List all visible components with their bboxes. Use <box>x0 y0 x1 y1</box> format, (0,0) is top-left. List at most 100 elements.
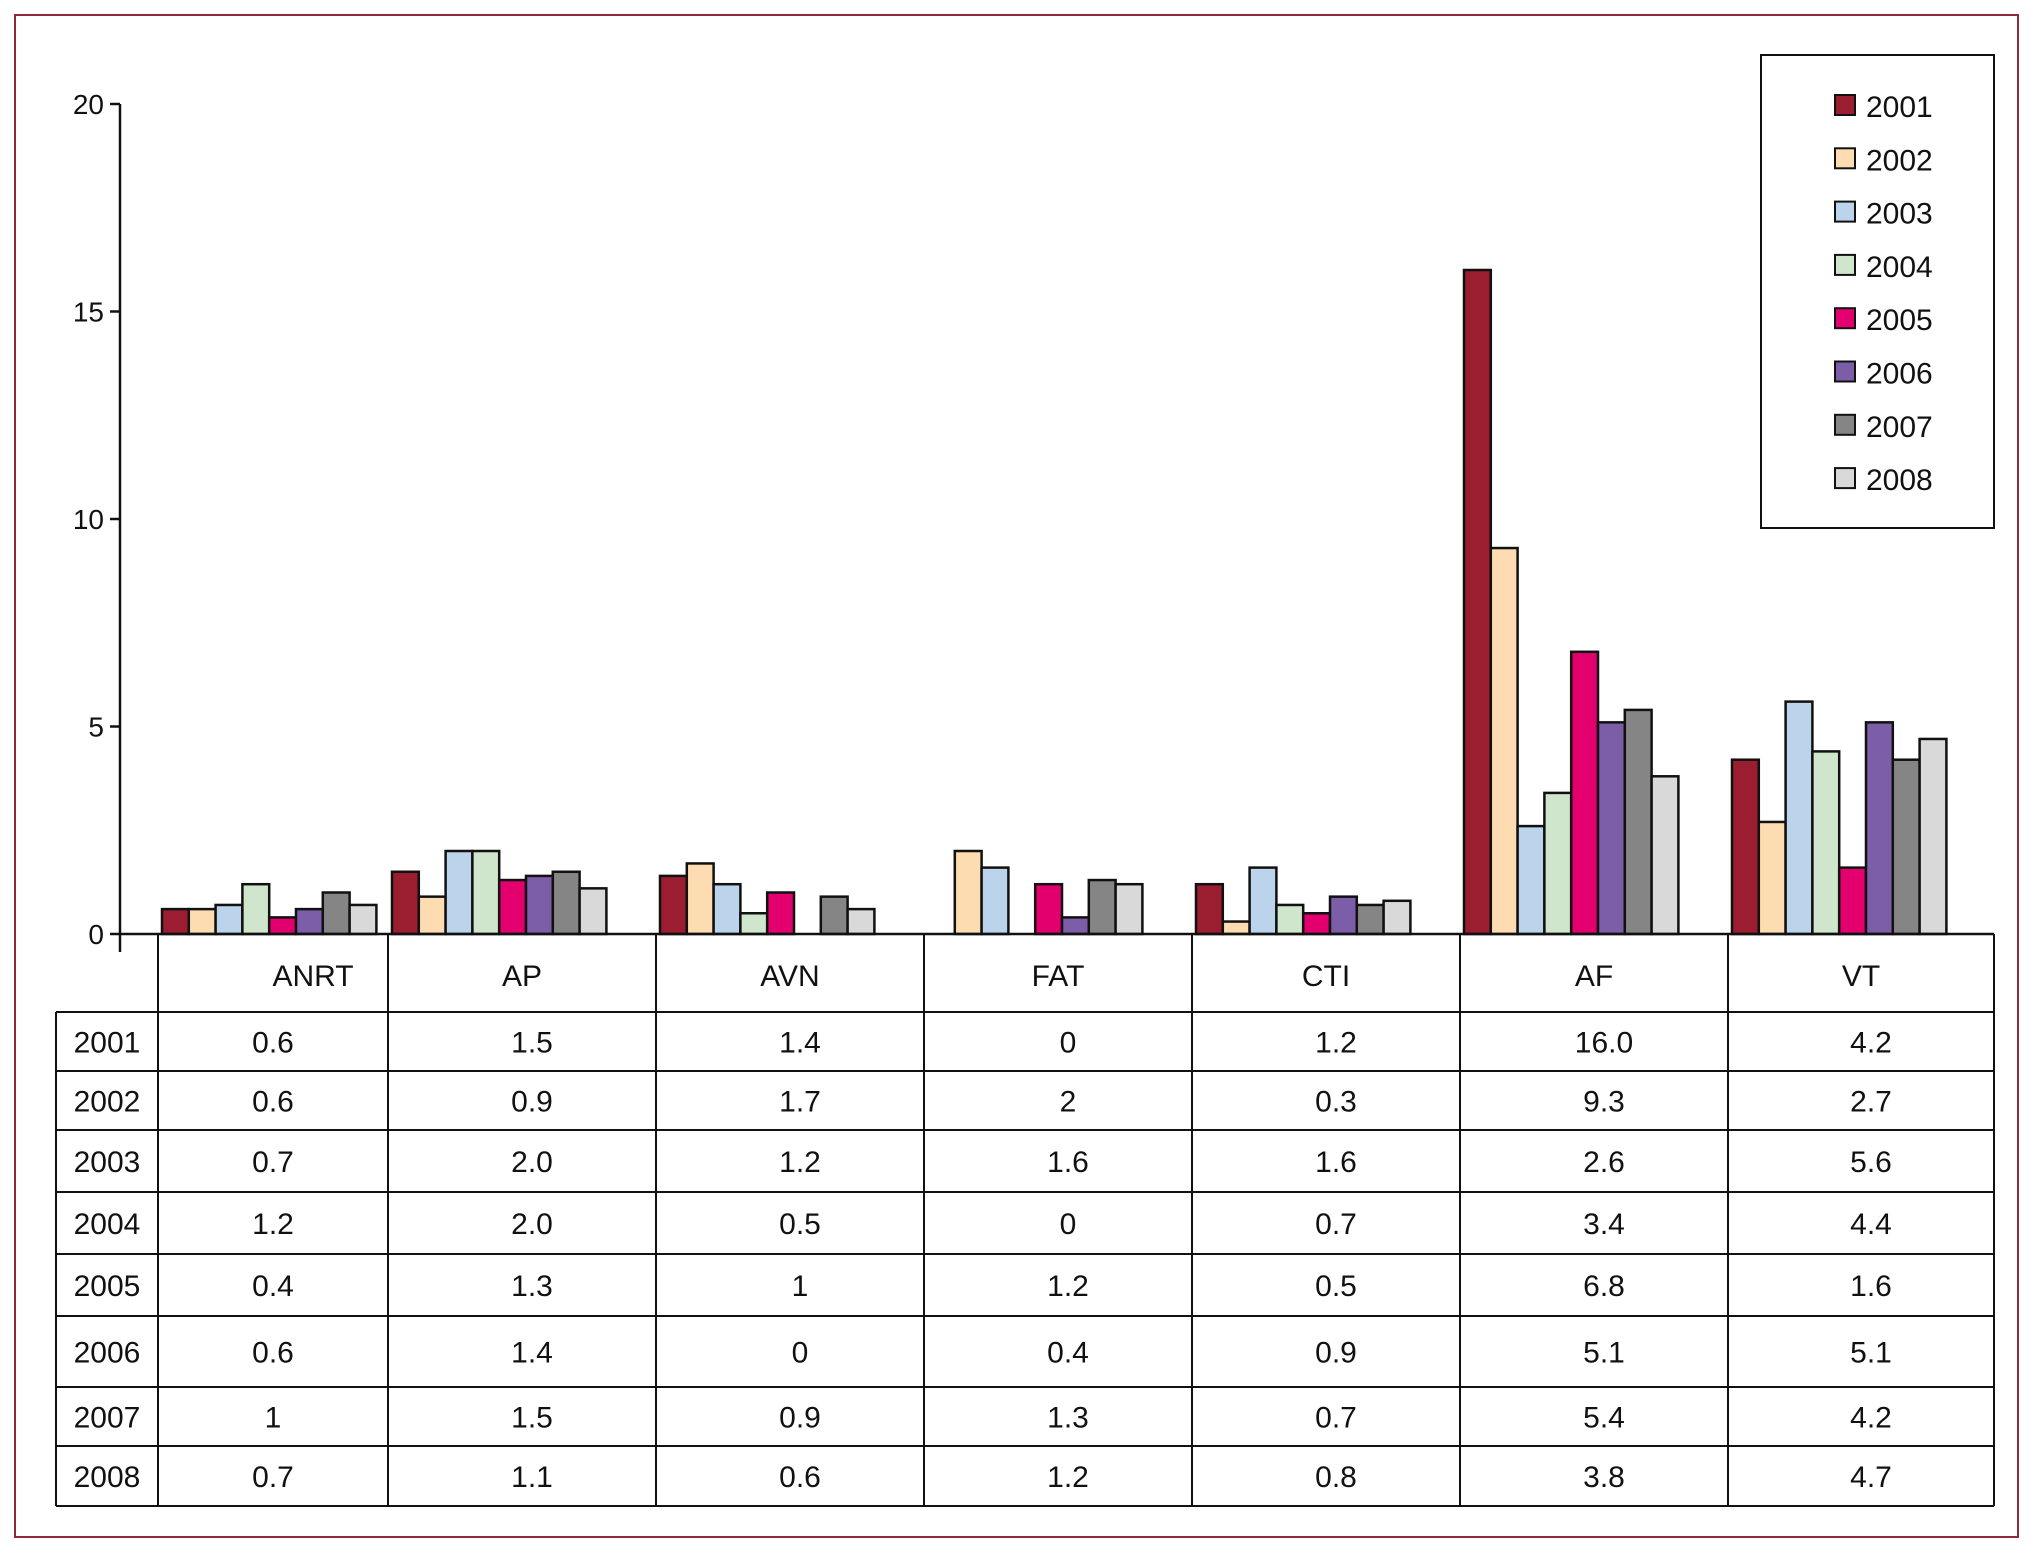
legend-label: 2006 <box>1866 358 1933 391</box>
bar-2002-FAT <box>953 849 983 936</box>
bar-2006-AP <box>524 874 555 936</box>
table-cell-value: 3.4 <box>1583 1208 1625 1241</box>
bar-2007-AF <box>1623 708 1653 936</box>
bar-2008-ANRT <box>348 903 378 936</box>
bar-2005-AP <box>497 878 528 936</box>
bar-2004-CTI <box>1275 903 1305 936</box>
bar-2007-FAT <box>1087 878 1117 936</box>
bar-2001-AP <box>390 870 421 936</box>
bar-2001-AVN <box>658 874 689 936</box>
y-tick-label: 20 <box>73 89 104 120</box>
bar-2003-FAT <box>980 866 1010 936</box>
legend-label: 2003 <box>1866 198 1933 231</box>
legend-swatch-2007 <box>1834 413 1856 436</box>
table-cell-value: 0.7 <box>1315 1402 1357 1435</box>
bar-2002-AVN <box>685 862 715 936</box>
table-cell-value: 1.6 <box>1047 1146 1089 1179</box>
bar-2006-AF <box>1596 721 1627 936</box>
table-cell-value: 0.6 <box>779 1461 821 1494</box>
legend-swatch-2004 <box>1834 253 1856 276</box>
table-cell-value: 0.8 <box>1315 1461 1357 1494</box>
table-cell-value: 5.1 <box>1850 1337 1892 1370</box>
table-cell-value: 1.3 <box>1047 1402 1089 1435</box>
table-cell-value: 9.3 <box>1583 1086 1625 1119</box>
legend-label: 2002 <box>1866 144 1933 177</box>
x-category-label: ANRT <box>272 960 353 993</box>
table-cell-value: 2.0 <box>511 1208 553 1241</box>
table-cell-value: 0.7 <box>1315 1208 1357 1241</box>
y-tick-label: 5 <box>88 712 104 743</box>
legend-label: 2008 <box>1866 464 1933 497</box>
table-cell-value: 0.5 <box>779 1208 821 1241</box>
table-cell-value: 0 <box>792 1337 809 1370</box>
bar-2007-AVN <box>819 895 849 936</box>
bar-2006-FAT <box>1060 916 1091 936</box>
table-cell-value: 5.4 <box>1583 1402 1625 1435</box>
table-cell-value: 0.9 <box>779 1402 821 1435</box>
table-row-label: 2001 <box>74 1027 141 1060</box>
table-cell-value: 5.6 <box>1850 1146 1892 1179</box>
y-tick-label: 10 <box>73 504 104 535</box>
legend-label: 2004 <box>1866 251 1933 284</box>
legend-swatch-2001 <box>1834 94 1856 116</box>
table-cell-value: 16.0 <box>1575 1027 1633 1060</box>
table-cell-value: 4.7 <box>1850 1461 1892 1494</box>
figure-frame <box>14 14 2019 1538</box>
table-cell-value: 3.8 <box>1583 1461 1625 1494</box>
bar-2002-ANRT <box>187 907 217 936</box>
legend-swatch-2008 <box>1834 467 1856 490</box>
bar-2006-VT <box>1864 721 1895 936</box>
bar-2008-AP <box>578 887 608 936</box>
table-cell-value: 1.4 <box>511 1337 553 1370</box>
x-category-label: CTI <box>1302 960 1350 993</box>
table-cell-value: 2.6 <box>1583 1146 1625 1179</box>
table-cell-value: 1.2 <box>1047 1270 1089 1303</box>
table-cell-value: 0.6 <box>252 1027 294 1060</box>
bar-2008-AF <box>1650 775 1680 936</box>
table-cell-value: 2.0 <box>511 1146 553 1179</box>
table-cell-value: 0.9 <box>1315 1337 1357 1370</box>
table-row-label: 2002 <box>74 1086 141 1119</box>
table-row-label: 2008 <box>74 1461 141 1494</box>
y-tick-label: 15 <box>73 297 104 328</box>
table-cell-value: 0.5 <box>1315 1270 1357 1303</box>
bar-2008-VT <box>1918 737 1948 936</box>
bar-2004-ANRT <box>241 882 271 936</box>
bar-2002-CTI <box>1221 920 1251 936</box>
table-cell-value: 0.9 <box>511 1086 553 1119</box>
table-cell-value: 5.1 <box>1583 1337 1625 1370</box>
table-cell-value: 1.4 <box>779 1027 821 1060</box>
table-row-label: 2004 <box>74 1208 141 1241</box>
table-cell-value: 4.2 <box>1850 1027 1892 1060</box>
x-category-label: AF <box>1575 960 1613 993</box>
table-cell-value: 1.2 <box>1047 1461 1089 1494</box>
table-row-label: 2007 <box>74 1402 141 1435</box>
table-row-label: 2005 <box>74 1270 141 1303</box>
bar-2007-VT <box>1891 758 1921 936</box>
table-cell-value: 1.2 <box>779 1146 821 1179</box>
table-cell-value: 1.3 <box>511 1270 553 1303</box>
table-cell-value: 1 <box>792 1270 809 1303</box>
bar-2004-VT <box>1811 750 1841 936</box>
bar-2003-AVN <box>712 882 742 936</box>
bar-2005-AF <box>1569 650 1600 936</box>
bar-2003-AF <box>1516 824 1546 936</box>
table-cell-value: 1.2 <box>252 1208 294 1241</box>
bar-2005-ANRT <box>267 916 298 936</box>
table-cell-value: 2.7 <box>1850 1086 1892 1119</box>
table-cell-value: 0.4 <box>1047 1337 1089 1370</box>
bar-2006-ANRT <box>294 907 325 936</box>
legend-label: 2005 <box>1866 304 1933 337</box>
bar-2004-AF <box>1543 791 1573 936</box>
table-cell-value: 4.2 <box>1850 1402 1892 1435</box>
table-cell-value: 0.7 <box>252 1146 294 1179</box>
bar-2005-CTI <box>1301 912 1332 936</box>
bar-2003-CTI <box>1248 866 1278 936</box>
table-cell-value: 1.5 <box>511 1402 553 1435</box>
legend-swatch-2005 <box>1834 307 1856 330</box>
table-cell-value: 1.5 <box>511 1027 553 1060</box>
table-cell-value: 1.6 <box>1315 1146 1357 1179</box>
bar-2003-AP <box>444 849 474 936</box>
legend-swatch-2006 <box>1834 360 1856 383</box>
x-category-label: AVN <box>760 960 819 993</box>
